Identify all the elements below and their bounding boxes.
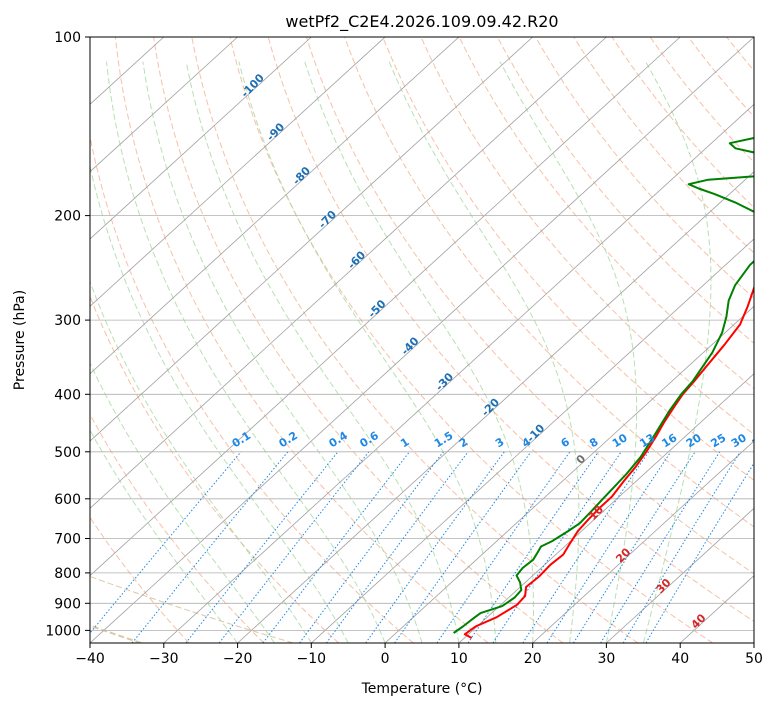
mixing-ratio-line [90,451,242,634]
dry-adiabat-line [611,37,754,209]
dry-adiabat-line [153,37,564,643]
y-tick-label: 400 [54,387,81,403]
isotherm-line [90,37,681,577]
moist-adiabats [90,61,712,643]
dewpoint-profile-line [453,136,754,634]
moist-adiabat-line [142,61,423,643]
dry-adiabats [90,37,754,643]
x-tick-label: −10 [297,651,327,667]
y-axis-title: Pressure (hPa) [12,290,28,390]
isotherm-grid [90,37,754,643]
mixing-ratio-line [131,451,289,643]
x-tick-label: 40 [671,651,689,667]
y-tick-label: 100 [54,30,81,46]
mixing-ratio-line [262,451,410,643]
dry-adiabat-line [114,37,489,643]
y-tick-label: 900 [54,596,81,612]
mixing-ratio-line [185,451,339,643]
profile-series [453,136,754,639]
dry-adiabat-line [191,37,639,643]
dry-adiabat-line [649,37,754,164]
chart-title: wetPf2_C2E4.2026.109.09.42.R20 [285,12,558,32]
dry-adiabat-line [535,37,754,299]
mixing-ratio-lines [90,451,754,643]
dry-adiabat-line [573,37,754,254]
mixing-ratio-line [522,451,650,643]
plot-frame [89,36,755,644]
y-tick-label: 700 [54,532,81,548]
temperature-profile-line [463,285,754,639]
isotherm-line [606,507,754,643]
isotherm-line [90,37,754,643]
moist-adiabat-line [185,61,460,643]
moist-adiabat-line [304,61,534,643]
mixing-ratio-line [436,451,571,643]
moist-adiabat-line [90,361,275,643]
isotherm-line [90,37,460,375]
isotherm-line [163,103,754,643]
isotherm-line [237,171,754,643]
mixing-ratio-line [600,451,721,643]
y-tick-label: 1000 [45,623,81,639]
x-tick-label: −20 [223,651,253,667]
x-tick-label: 20 [524,651,542,667]
dry-adiabat-line [267,37,754,623]
isotherm-line [90,37,238,173]
isotherm-line [532,440,754,643]
dry-adiabat-line [420,37,754,435]
isotherm-line [90,37,386,307]
dry-adiabat-line [90,295,339,643]
moist-adiabat-line [499,61,638,643]
isotherm-line [90,37,533,442]
dry-adiabat-line [382,37,754,481]
isotherm-line [458,373,754,643]
mixing-ratio-line [546,451,672,643]
mixing-ratio-line [645,462,754,643]
moist-adiabat-line [238,61,497,643]
mixing-ratio-label: 36 [750,431,770,450]
moist-adiabat-line [90,280,312,643]
mixing-ratio-line [622,451,741,643]
dry-adiabat-line [90,133,414,643]
x-tick-label: 10 [450,651,468,667]
dry-adiabat-line [229,37,713,643]
isotherm-line [311,238,754,643]
isobar-grid [90,37,754,631]
x-axis-ticks: −40 −30 −20 −10 0 10 20 30 40 50 [75,643,763,667]
dry-adiabat-line [90,413,265,643]
x-tick-label: −30 [149,651,179,667]
isotherm-line [90,37,607,509]
y-axis-ticks: 100 200 300 400 500 600 700 800 900 1000 [45,30,90,639]
x-tick-label: 50 [745,651,763,667]
mixing-ratio-line [299,451,444,643]
dry-adiabat-line [305,37,754,575]
dry-adiabat-line [344,37,754,528]
x-tick-label: 0 [381,651,390,667]
y-tick-label: 600 [54,492,81,508]
moist-adiabat-line [106,61,386,643]
isotherm-line [90,37,312,240]
moist-adiabat-line [90,429,238,643]
mixing-ratio-line [365,451,505,643]
moist-adiabat-line [388,61,580,643]
y-tick-label: 200 [54,209,81,225]
isotherm-line [384,305,754,643]
mixing-ratio-line [467,451,599,643]
y-tick-label: 300 [54,313,81,329]
mixing-ratio-line [394,451,532,643]
moist-adiabat-line [642,61,712,643]
mixing-ratio-line [325,451,469,643]
y-tick-label: 800 [54,566,81,582]
dry-adiabat-line [90,516,190,643]
mixing-ratio-line [573,451,696,643]
moist-adiabat-line [90,164,349,643]
x-tick-label: 30 [597,651,615,667]
x-axis-title: Temperature (°C) [361,681,483,697]
x-tick-label: −40 [75,651,105,667]
y-tick-label: 500 [54,445,81,461]
